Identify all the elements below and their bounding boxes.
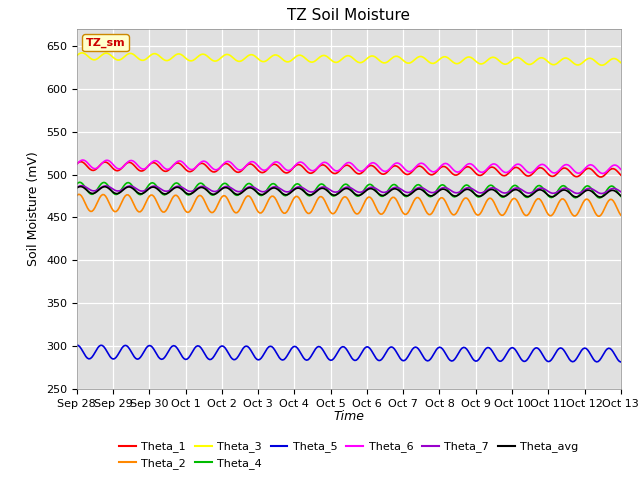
Theta_6	[94, 165, 102, 170]
Theta_7	[487, 185, 495, 191]
Theta_avg	[76, 184, 84, 190]
Theta_4	[112, 192, 120, 197]
Theta_5	[73, 342, 81, 348]
Line: Theta_1: Theta_1	[77, 162, 640, 178]
Theta_4	[73, 181, 81, 187]
Theta_7	[112, 188, 120, 193]
Theta_avg	[487, 187, 495, 192]
Title: TZ Soil Moisture: TZ Soil Moisture	[287, 9, 410, 24]
Theta_3	[77, 50, 85, 56]
Theta_2	[573, 212, 581, 217]
Theta_7	[73, 185, 81, 191]
Line: Theta_avg: Theta_avg	[77, 187, 640, 197]
Theta_4	[487, 182, 495, 188]
Theta_2	[73, 192, 81, 198]
Theta_avg	[573, 194, 581, 200]
Theta_6	[112, 165, 120, 170]
Y-axis label: Soil Moisture (mV): Soil Moisture (mV)	[28, 151, 40, 266]
Theta_5	[93, 347, 100, 353]
Theta_2	[74, 192, 82, 197]
Theta_1	[73, 161, 81, 167]
Theta_1	[573, 174, 581, 180]
Theta_6	[79, 157, 86, 163]
Theta_3	[73, 53, 81, 59]
Line: Theta_3: Theta_3	[77, 53, 640, 66]
Theta_3	[372, 55, 380, 60]
Theta_1	[77, 159, 85, 165]
Theta_3	[112, 57, 120, 62]
Theta_avg	[94, 188, 102, 193]
Theta_7	[94, 187, 102, 192]
Theta_2	[487, 195, 495, 201]
Theta_4	[94, 185, 102, 191]
Theta_5	[486, 345, 493, 351]
Theta_6	[573, 170, 581, 176]
Theta_5	[111, 356, 118, 361]
Theta_5	[371, 353, 378, 359]
Theta_7	[372, 186, 380, 192]
Theta_6	[487, 162, 495, 168]
Theta_avg	[73, 185, 81, 191]
Line: Theta_7: Theta_7	[77, 186, 640, 194]
Theta_1	[112, 168, 120, 173]
Theta_2	[112, 209, 120, 215]
Theta_6	[73, 161, 81, 167]
Legend: Theta_1, Theta_2, Theta_3, Theta_4, Theta_5, Theta_6, Theta_7, Theta_avg: Theta_1, Theta_2, Theta_3, Theta_4, Thet…	[115, 437, 583, 473]
Theta_7	[573, 191, 581, 196]
Theta_avg	[112, 191, 120, 196]
Line: Theta_5: Theta_5	[77, 345, 640, 362]
Theta_6	[372, 161, 380, 167]
Theta_2	[372, 204, 380, 210]
Line: Theta_2: Theta_2	[77, 194, 640, 216]
Theta_3	[487, 55, 495, 60]
Theta_4	[372, 188, 380, 193]
Theta_avg	[372, 189, 380, 194]
Theta_1	[94, 165, 102, 170]
Theta_1	[487, 164, 495, 170]
Line: Theta_6: Theta_6	[77, 160, 640, 174]
Theta_4	[573, 194, 581, 200]
Line: Theta_4: Theta_4	[77, 182, 640, 198]
Theta_5	[572, 357, 579, 363]
Theta_3	[94, 56, 102, 61]
Theta_3	[573, 62, 581, 68]
Theta_1	[372, 166, 380, 171]
X-axis label: Time: Time	[333, 410, 364, 423]
Theta_2	[94, 198, 102, 204]
Theta_7	[77, 183, 85, 189]
Theta_4	[76, 180, 84, 185]
